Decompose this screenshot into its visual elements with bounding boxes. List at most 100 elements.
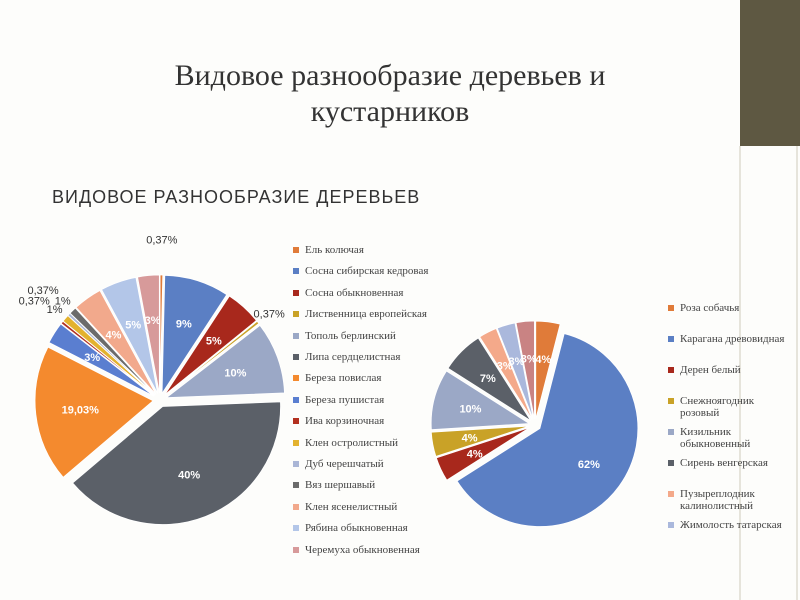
data-label: 10%	[224, 368, 246, 380]
pie-slice	[34, 346, 154, 478]
legend-entry: Клен ясенелистный	[293, 501, 463, 513]
legend-swatch	[668, 305, 674, 311]
data-label: 0,37%	[146, 235, 177, 247]
legend-entry: Сосна сибирская кедровая	[293, 265, 463, 277]
legend-label: Клен ясенелистный	[305, 500, 398, 513]
legend-entry: Жимолость татарская	[668, 519, 793, 531]
legend-entry: Черемуха обыкновенная	[293, 544, 463, 556]
data-label: 1%	[55, 295, 71, 307]
data-label: 0,37%	[27, 285, 58, 297]
legend-entry: Пузыреплодник калинолистный	[668, 488, 793, 512]
legend-entry: Карагана древовидная	[668, 333, 793, 345]
legend-label: Снежноягодник розовый	[680, 395, 755, 419]
legend-swatch	[293, 375, 299, 382]
legend-entry: Рябина обыкновенная	[293, 522, 463, 534]
pie-slice	[430, 370, 531, 431]
legend-swatch	[668, 367, 674, 373]
legend-swatch	[293, 546, 299, 553]
legend-label: Береза повислая	[305, 372, 382, 385]
legend-label: Кизильник обыкновенный	[680, 426, 751, 450]
data-label: 3%	[508, 356, 524, 368]
legend-label: Черемуха обыкновенная	[305, 543, 420, 556]
legend-label: Вяз шершавый	[305, 479, 376, 492]
legend-entry: Дуб черешчатый	[293, 458, 463, 470]
data-label: 5%	[125, 319, 141, 331]
legend-swatch	[293, 289, 299, 296]
data-label: 3%	[521, 354, 537, 366]
data-label: 0,37%	[254, 309, 285, 321]
pie-slice	[164, 295, 257, 396]
pie-slice	[496, 322, 534, 420]
legend-label: Ива корзиночная	[305, 415, 385, 428]
legend-label: Липа сердцелистная	[305, 351, 401, 363]
legend-swatch	[293, 439, 299, 446]
legend-label: Дуб черешчатый	[305, 458, 384, 470]
slide-title: Видовое разнообразие деревьев и кустарни…	[174, 59, 606, 128]
legend-swatch	[293, 525, 299, 532]
pie-slice	[72, 401, 281, 525]
data-label: 62%	[578, 459, 600, 471]
legend-swatch	[668, 522, 674, 528]
legend-swatch	[293, 354, 299, 360]
legend-entry: Сирень венгерская	[668, 457, 793, 469]
pie-slice	[137, 274, 160, 394]
legend-swatch	[293, 503, 299, 510]
legend-label: Сосна сибирская кедровая	[305, 265, 429, 278]
pie-slice	[430, 425, 530, 457]
data-label: 9%	[176, 318, 192, 330]
legend-label: Карагана древовидная	[680, 333, 785, 345]
pie-slice	[159, 274, 164, 394]
data-label: 4%	[105, 330, 121, 342]
data-label: 3%	[497, 361, 513, 373]
legend-entry: Ель колючая	[293, 244, 463, 256]
legend-label: Береза пушистая	[305, 393, 385, 406]
pie-slice	[447, 337, 532, 422]
legend-label: Тополь берлинский	[305, 329, 396, 342]
legend-swatch	[293, 396, 299, 403]
data-label: 19,03%	[62, 404, 100, 416]
data-label: 3%	[145, 315, 161, 327]
legend-label: Дерен белый	[680, 364, 741, 376]
pie-slice	[165, 320, 260, 396]
corner-block	[740, 0, 800, 146]
pie-slice	[435, 427, 530, 481]
data-label: 4%	[535, 354, 551, 366]
legend-entry: Береза пушистая	[293, 394, 463, 406]
legend-label: Пузыреплодник калинолистный	[680, 488, 755, 512]
legend-entry: Дерен белый	[668, 364, 793, 376]
data-label: 10%	[459, 403, 481, 415]
legend-label: Сирень венгерская	[680, 457, 768, 469]
legend-entry: Снежноягодник розовый	[668, 395, 793, 419]
pie-slice	[48, 323, 155, 397]
legend-entry: Ива корзиночная	[293, 415, 463, 427]
legend-entry: Береза повислая	[293, 372, 463, 384]
pie-slice	[69, 307, 156, 396]
data-label: 3%	[84, 352, 100, 364]
data-label: 4%	[467, 448, 483, 460]
legend-swatch	[668, 336, 674, 342]
legend-swatch	[668, 398, 674, 404]
pie-slice	[75, 289, 157, 395]
legend-label: Лиственница европейская	[305, 308, 427, 321]
data-label: 5%	[206, 335, 222, 347]
legend-label: Роза собачья	[680, 302, 740, 314]
legend-entry: Клен остролистный	[293, 437, 463, 449]
legend-swatch	[668, 491, 674, 497]
legend-entry: Роза собачья	[668, 302, 793, 314]
legend-entry: Тополь берлинский	[293, 330, 463, 342]
data-label: 40%	[178, 470, 200, 482]
legend-swatch	[668, 460, 674, 466]
data-label: 7%	[480, 373, 496, 385]
legend-swatch	[293, 311, 299, 318]
legend-entry: Сосна обыкновенная	[293, 287, 463, 299]
legend-swatch	[293, 268, 299, 275]
legend-label: Жимолость татарская	[680, 519, 782, 531]
pie-slice	[515, 320, 535, 420]
pie-slice	[535, 320, 561, 420]
data-label: 0,37%	[19, 295, 50, 307]
legend-entry: Липа сердцелистная	[293, 351, 463, 363]
legend-label: Сосна обыкновенная	[305, 286, 404, 299]
